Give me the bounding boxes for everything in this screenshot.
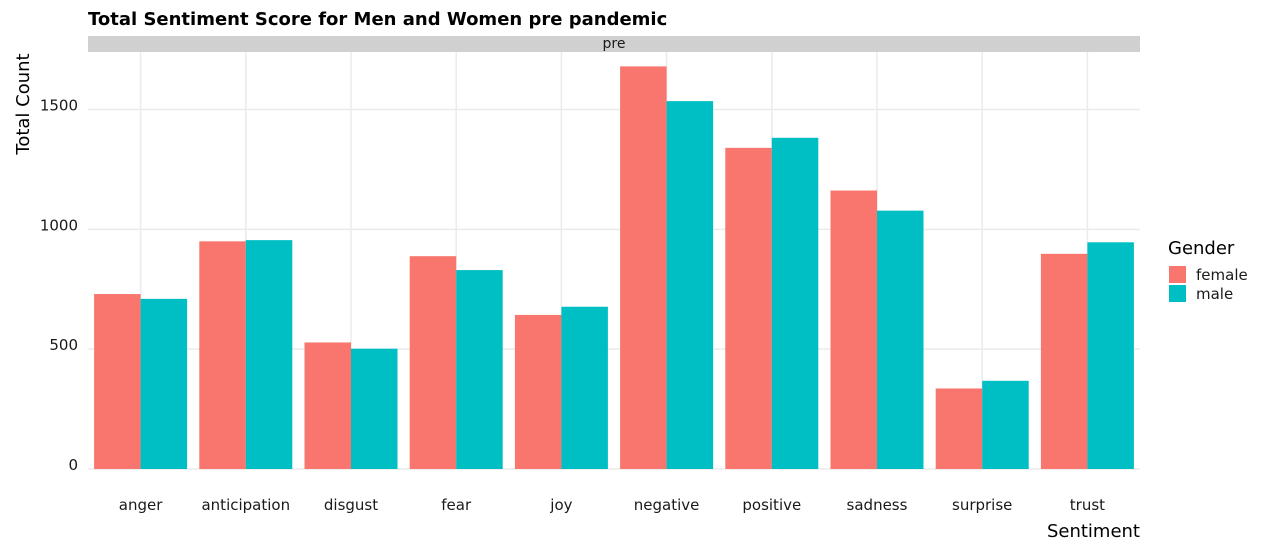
y-axis-title: Total Count xyxy=(13,53,34,155)
legend-title: Gender xyxy=(1168,238,1235,259)
x-tick-label: anger xyxy=(119,496,163,514)
bar-female-positive xyxy=(725,147,772,470)
y-axis-ticks: 0 500 1000 1500 xyxy=(40,97,78,474)
bar-male-negative xyxy=(666,101,714,470)
bar-male-anticipation xyxy=(245,240,293,469)
bar-male-sadness xyxy=(877,210,924,469)
x-tick-label: anticipation xyxy=(201,496,290,514)
legend-label-female: female xyxy=(1196,266,1248,284)
y-tick-label: 1500 xyxy=(40,97,78,115)
bar-female-fear xyxy=(409,256,457,469)
bar-male-fear xyxy=(456,270,503,469)
bar-female-trust xyxy=(1040,253,1088,469)
x-tick-label: negative xyxy=(634,496,700,514)
bar-male-trust xyxy=(1087,242,1134,469)
y-tick-label: 0 xyxy=(68,456,78,474)
bar-female-joy xyxy=(514,314,562,469)
bar-female-anger xyxy=(94,294,141,469)
x-tick-label: trust xyxy=(1070,496,1105,514)
x-tick-label: sadness xyxy=(847,496,908,514)
x-tick-label: joy xyxy=(549,496,572,514)
y-tick-label: 500 xyxy=(49,336,78,354)
legend-swatch-male xyxy=(1169,285,1186,302)
bar-female-negative xyxy=(620,66,667,470)
bar-male-anger xyxy=(140,298,188,469)
bar-female-anticipation xyxy=(199,241,246,469)
bar-male-disgust xyxy=(351,348,398,469)
y-tick-label: 1000 xyxy=(40,216,78,234)
bar-female-sadness xyxy=(830,190,877,469)
x-tick-label: disgust xyxy=(324,496,378,514)
bar-male-joy xyxy=(561,306,608,469)
chart-title: Total Sentiment Score for Men and Women … xyxy=(88,9,667,30)
facet-strip-label: pre xyxy=(603,36,626,52)
facet-strip xyxy=(88,36,1140,52)
legend-label-male: male xyxy=(1196,285,1233,303)
bar-male-positive xyxy=(771,137,819,469)
x-tick-label: fear xyxy=(441,496,472,514)
x-axis-title: Sentiment xyxy=(1047,521,1140,542)
bar-male-surprise xyxy=(982,380,1029,469)
bars xyxy=(94,66,1134,470)
x-tick-label: surprise xyxy=(952,496,1012,514)
x-tick-label: positive xyxy=(742,496,801,514)
legend-swatch-female xyxy=(1169,266,1186,283)
bar-female-surprise xyxy=(935,388,983,469)
bar-female-disgust xyxy=(304,342,351,469)
x-axis-ticks: anger anticipation disgust fear joy negative p… xyxy=(119,496,1105,514)
